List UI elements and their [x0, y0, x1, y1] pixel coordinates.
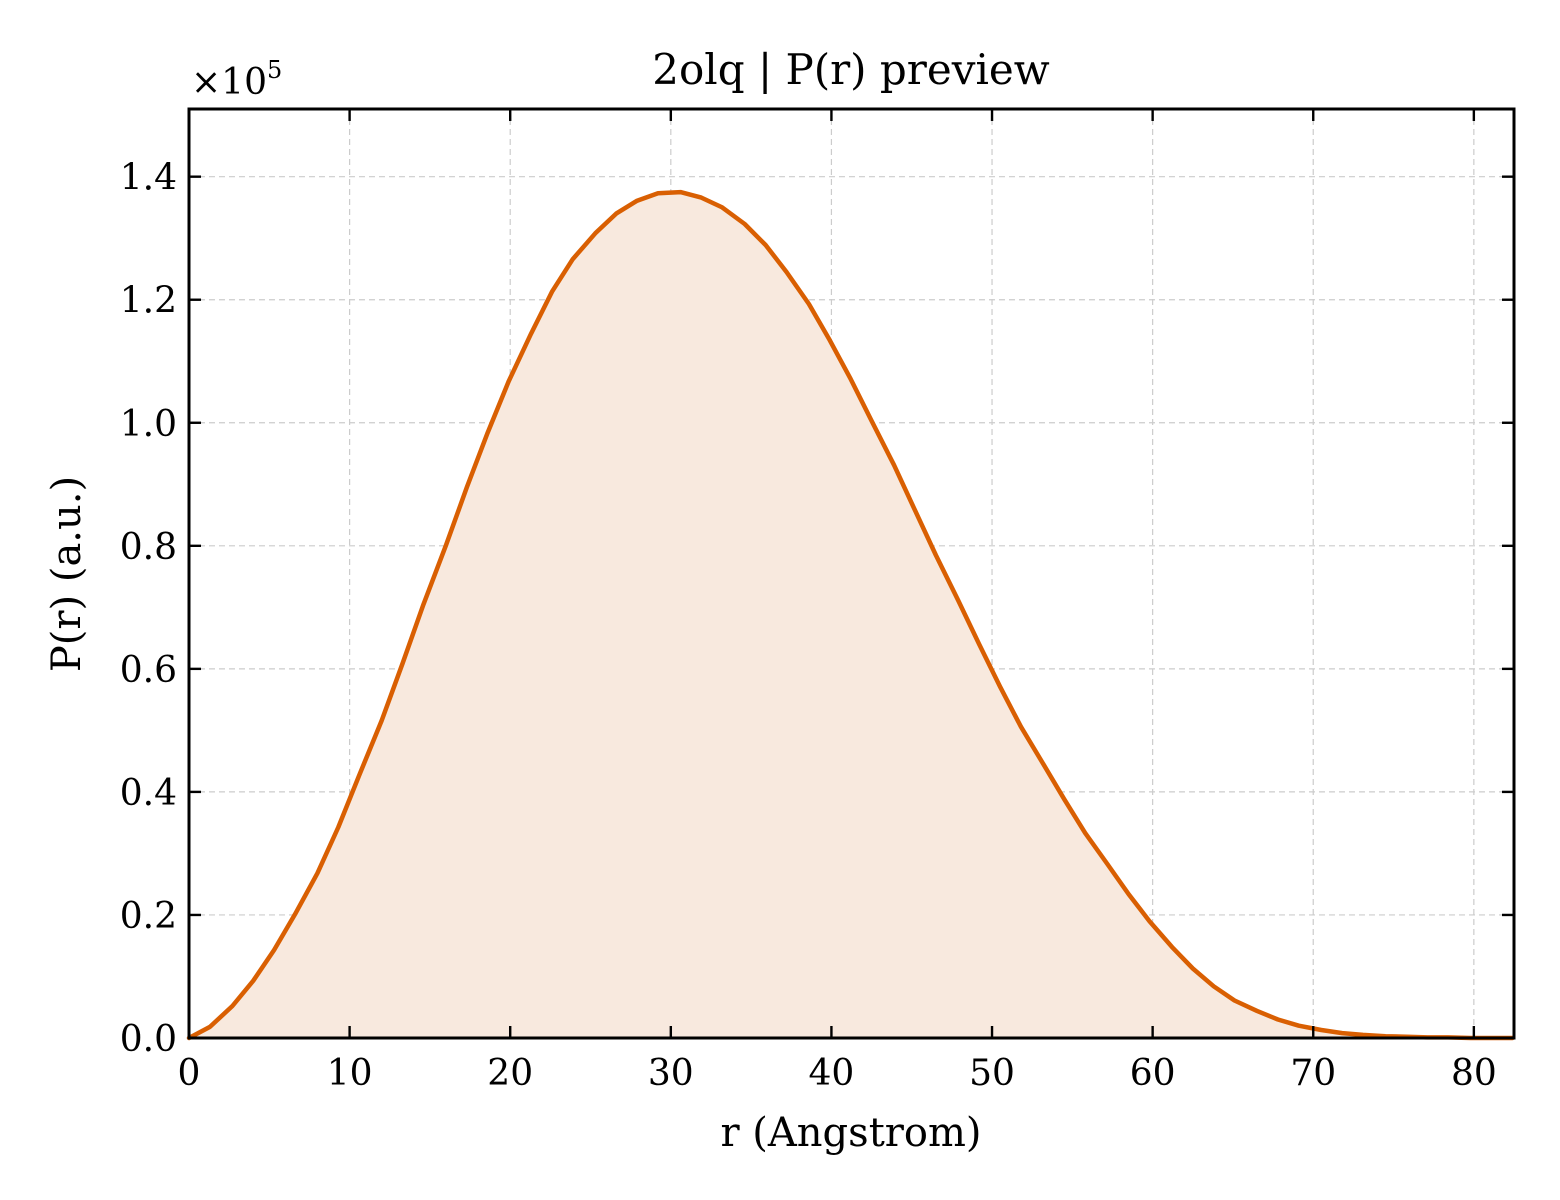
tick-labels: 0 10 20 30 40 50 60 70 80 0.0 0.2 0.4 0.6 0.8 1.0 1.2 1.… — [120, 158, 1497, 1094]
y-multiplier-base: ×10 — [191, 62, 267, 103]
x-tick-label: 0 — [178, 1053, 201, 1094]
y-multiplier: ×105 — [191, 56, 282, 103]
x-axis-label: r (Angstrom) — [720, 1110, 981, 1156]
y-tick-label: 0.2 — [120, 896, 177, 937]
x-tick-label: 80 — [1451, 1053, 1497, 1094]
x-tick-label: 30 — [648, 1053, 694, 1094]
y-tick-label: 1.0 — [120, 404, 177, 445]
x-tick-label: 20 — [487, 1053, 533, 1094]
y-axis-label: P(r) (a.u.) — [44, 476, 90, 672]
y-tick-label: 1.2 — [120, 281, 177, 322]
y-tick-label: 1.4 — [120, 158, 177, 199]
x-tick-label: 70 — [1290, 1053, 1336, 1094]
y-tick-label: 0.8 — [120, 527, 177, 568]
x-tick-label: 50 — [969, 1053, 1015, 1094]
chart-title: 2olq | P(r) preview — [652, 45, 1049, 94]
y-tick-label: 0.4 — [120, 773, 177, 814]
series-line — [186, 189, 1515, 1041]
y-multiplier-exponent: 5 — [267, 56, 282, 84]
plot-frame — [187, 107, 1516, 1040]
area-fill — [189, 192, 1513, 1039]
y-tick-label: 0.0 — [120, 1019, 177, 1060]
x-tick-label: 10 — [327, 1053, 373, 1094]
x-tick-label: 60 — [1130, 1053, 1176, 1094]
ticks — [187, 109, 1514, 1040]
y-tick-label: 0.6 — [120, 650, 177, 691]
x-tick-label: 40 — [809, 1053, 855, 1094]
